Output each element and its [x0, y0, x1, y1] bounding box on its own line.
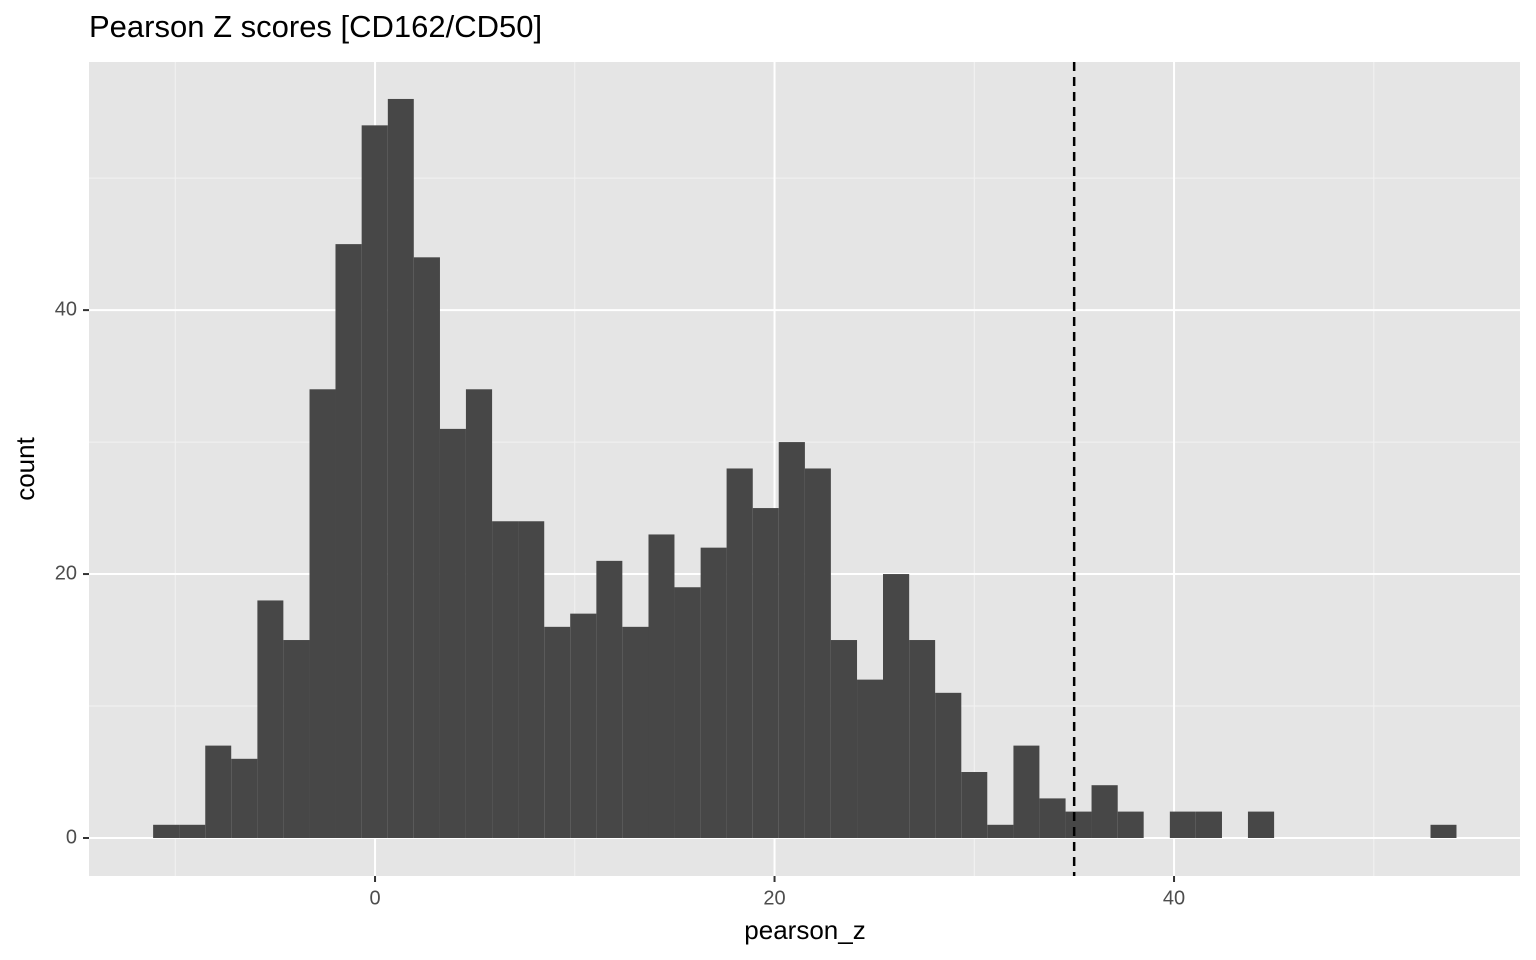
bar — [283, 640, 310, 838]
bar — [1117, 811, 1144, 838]
bar — [439, 428, 466, 838]
bar — [1039, 798, 1066, 838]
bar — [909, 640, 936, 838]
bar — [648, 534, 675, 838]
chart-title: Pearson Z scores [CD162/CD50] — [89, 9, 542, 44]
bar — [804, 468, 831, 838]
y-tick-label: 0 — [66, 826, 77, 848]
x-tick-label: 40 — [1163, 887, 1185, 909]
bar — [1195, 811, 1222, 838]
bar — [674, 587, 701, 838]
bar — [309, 389, 336, 838]
y-tick-label: 40 — [55, 298, 77, 320]
bar — [830, 640, 858, 838]
bar — [205, 745, 232, 838]
x-tick-label: 20 — [763, 887, 785, 909]
bar — [179, 824, 206, 838]
bar — [726, 468, 753, 838]
bar — [752, 508, 779, 838]
x-tick-label: 0 — [369, 887, 380, 909]
bar — [1247, 811, 1275, 838]
bar — [153, 824, 180, 838]
bar — [570, 613, 597, 838]
bar — [1169, 811, 1196, 838]
bar — [335, 244, 362, 838]
bar — [700, 547, 727, 838]
bar — [1013, 745, 1040, 838]
bar — [961, 772, 988, 838]
bar — [361, 125, 388, 838]
bar — [1430, 824, 1457, 838]
bar — [518, 521, 545, 838]
bar — [857, 679, 884, 838]
bar — [492, 521, 519, 838]
bar — [883, 574, 910, 838]
bar — [231, 758, 258, 838]
bar — [544, 626, 571, 838]
bar — [987, 824, 1014, 838]
bar — [778, 442, 805, 838]
bar — [465, 389, 493, 838]
x-axis-title: pearson_z — [744, 915, 865, 945]
bar — [413, 257, 440, 838]
bar — [1065, 811, 1092, 838]
bar — [935, 692, 962, 838]
bar — [257, 600, 284, 838]
bar — [387, 98, 414, 838]
bar — [596, 560, 623, 838]
y-axis-title: count — [10, 436, 40, 500]
y-tick-label: 20 — [55, 562, 77, 584]
bar — [622, 626, 649, 838]
bar — [1091, 785, 1118, 838]
